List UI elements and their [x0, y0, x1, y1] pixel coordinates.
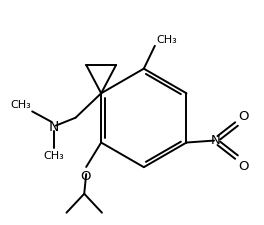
Text: CH₃: CH₃: [44, 151, 64, 161]
Text: CH₃: CH₃: [156, 35, 177, 45]
Text: O: O: [80, 170, 90, 182]
Text: O: O: [238, 110, 249, 122]
Text: N: N: [210, 134, 220, 147]
Text: O: O: [238, 159, 249, 172]
Text: CH₃: CH₃: [10, 100, 31, 110]
Text: N: N: [49, 120, 59, 134]
